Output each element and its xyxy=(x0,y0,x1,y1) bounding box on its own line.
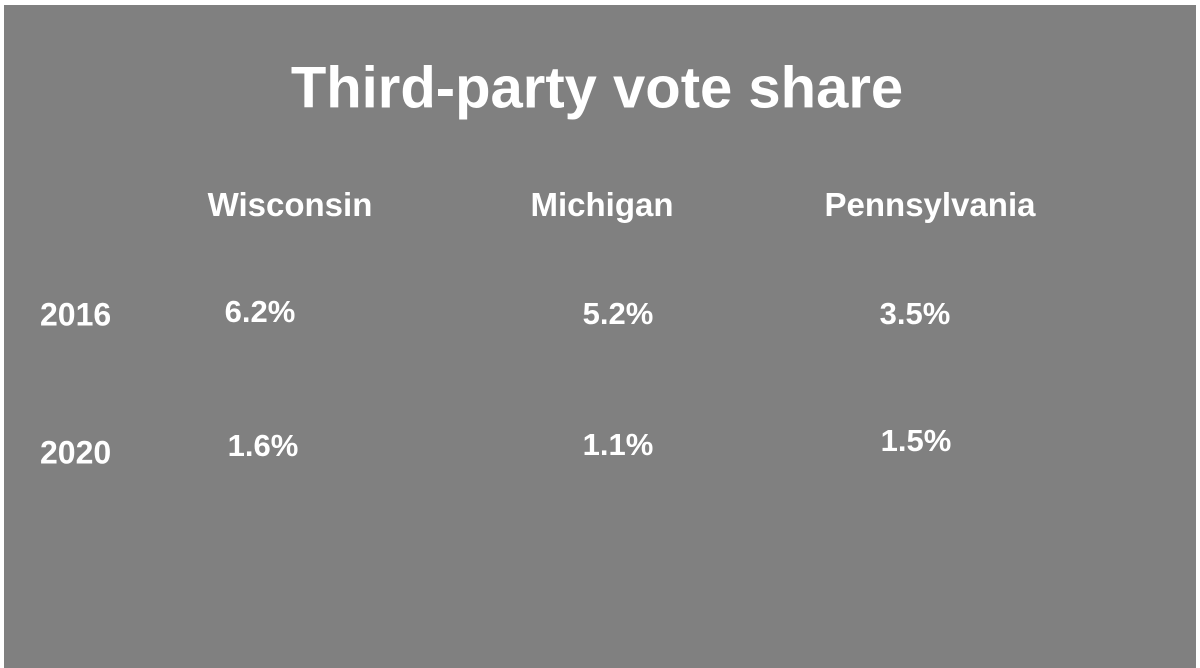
column-header: Michigan xyxy=(530,186,674,223)
table-cell: 1.1% xyxy=(582,427,654,462)
title: Third-party vote share xyxy=(290,55,904,121)
column-header: Wisconsin xyxy=(207,186,373,223)
row-label: 2016 xyxy=(40,296,112,333)
table-cell: 5.2% xyxy=(582,296,654,331)
table-cell: 1.6% xyxy=(227,428,299,463)
table-cell: 1.5% xyxy=(880,423,952,458)
column-header: Pennsylvania xyxy=(824,186,1036,223)
slide: Third-party vote share Wisconsin Michigan… xyxy=(4,5,1196,668)
table-cell: 3.5% xyxy=(879,296,951,331)
table-cell: 6.2% xyxy=(224,294,296,329)
row-label: 2020 xyxy=(40,434,112,471)
